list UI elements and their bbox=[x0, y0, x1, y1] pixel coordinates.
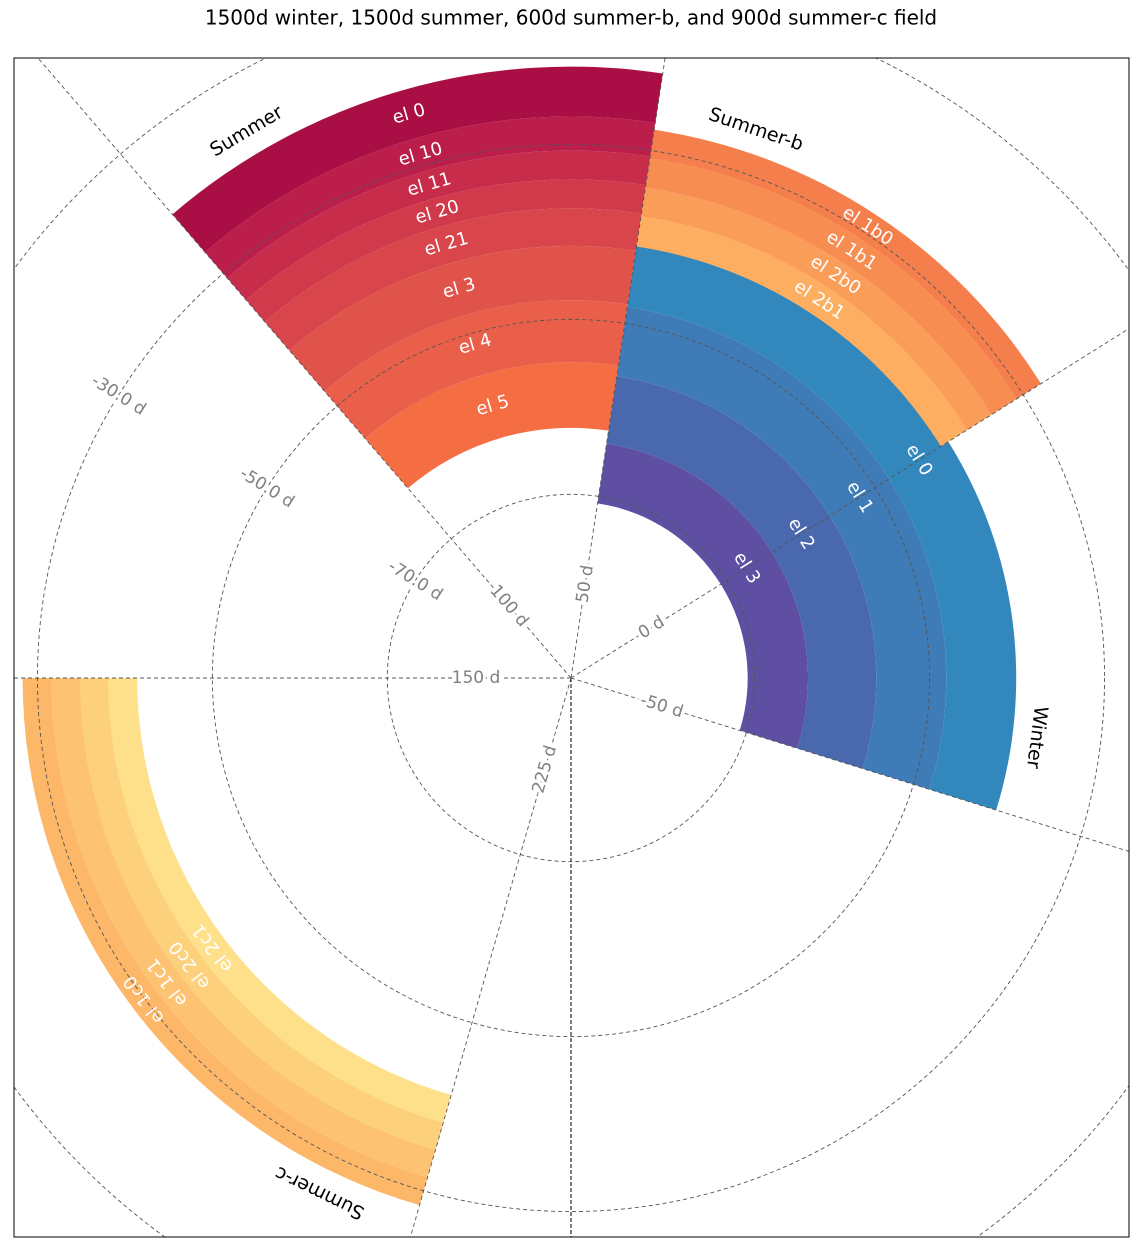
band bbox=[204, 116, 656, 279]
band bbox=[627, 237, 1017, 811]
band bbox=[645, 158, 1017, 415]
band bbox=[108, 678, 452, 1123]
band bbox=[324, 300, 628, 439]
x-tick-label: 100 d bbox=[486, 581, 533, 631]
x-tick-label: 225 d bbox=[528, 743, 561, 795]
grid-spoke bbox=[570, 677, 1129, 852]
y-tick-label: -50.0 d bbox=[236, 464, 298, 513]
band bbox=[616, 307, 947, 790]
band bbox=[264, 208, 642, 351]
series-label: Winter bbox=[1022, 705, 1052, 770]
y-tick-label: -70.0 d bbox=[384, 556, 446, 605]
x-tick-label: -50 d bbox=[638, 690, 686, 722]
grid-spoke bbox=[570, 328, 1129, 679]
band bbox=[641, 187, 992, 431]
x-tick-label: 0 d bbox=[635, 612, 669, 643]
band bbox=[606, 376, 877, 769]
band bbox=[649, 129, 1042, 400]
band bbox=[365, 362, 619, 489]
frame bbox=[13, 57, 1130, 1238]
chart-title: 1500d winter, 1500d summer, 600d summer-… bbox=[205, 6, 937, 30]
band bbox=[172, 66, 663, 253]
grid-spoke bbox=[37, 58, 572, 679]
band bbox=[245, 179, 646, 322]
band bbox=[80, 678, 444, 1150]
y-tick-label: -30.0 d bbox=[88, 371, 150, 420]
x-tick-label: 50 d bbox=[573, 564, 598, 604]
band bbox=[597, 443, 809, 749]
x-tick-label: 150 d bbox=[452, 668, 501, 688]
band bbox=[227, 150, 651, 300]
grid-circle bbox=[211, 318, 931, 1038]
band bbox=[636, 216, 967, 447]
band bbox=[22, 678, 428, 1206]
band bbox=[289, 245, 636, 392]
grid-spoke bbox=[570, 58, 666, 679]
band bbox=[51, 678, 436, 1178]
grid-spoke bbox=[409, 677, 572, 1237]
